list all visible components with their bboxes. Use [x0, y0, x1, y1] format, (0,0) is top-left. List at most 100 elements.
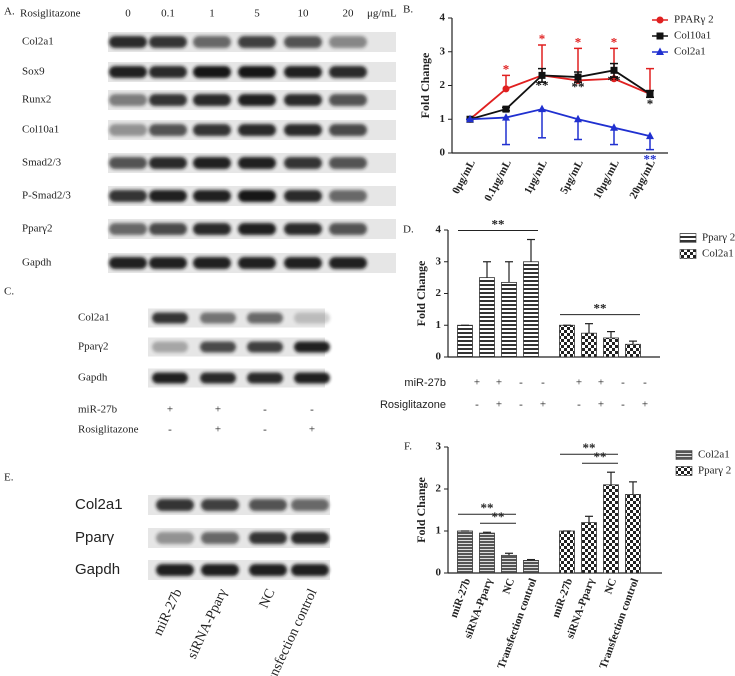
bar: [625, 343, 641, 358]
blot-row-label: Pparγ2: [22, 223, 53, 235]
y-tick-label: 2: [440, 79, 446, 91]
blot-band: [284, 223, 322, 235]
panel-label: D.: [403, 224, 414, 236]
blot-row-label: Col2a1: [75, 496, 123, 513]
marker: [502, 105, 510, 113]
condition-label: miR-27b: [404, 377, 446, 389]
y-tick-label: 1: [436, 525, 442, 537]
significance-label: **: [481, 500, 494, 515]
significance-label: **: [536, 77, 549, 92]
blot-band: [152, 372, 188, 384]
panel-label: A.: [4, 6, 15, 18]
y-tick-label: 4: [440, 12, 446, 24]
blot-band: [247, 372, 283, 384]
blot-band: [149, 257, 187, 269]
legend-label: Col2a1: [702, 248, 734, 260]
blot-band: [200, 312, 236, 324]
blot-band: [200, 372, 236, 384]
legend-swatch: [679, 249, 697, 259]
blot-band: [193, 124, 231, 136]
blot-band: [294, 312, 330, 324]
blot-band: [109, 190, 147, 202]
blot-band: [193, 94, 231, 106]
blot-band: [201, 564, 239, 576]
legend-swatch: [675, 450, 693, 460]
blot-band: [149, 157, 187, 169]
significance-label: **: [594, 301, 607, 316]
significance-label: **: [492, 509, 505, 524]
legend-label: Col10a1: [674, 30, 711, 42]
marker: [656, 16, 664, 24]
marker: [646, 90, 654, 98]
marker: [538, 71, 546, 79]
y-tick-label: 0: [436, 351, 442, 363]
blot-band: [329, 36, 367, 48]
blot-row-label: Gapdh: [75, 561, 120, 578]
bar: [523, 560, 539, 574]
blot-row-label: Pparγ2: [78, 341, 109, 353]
blot-band: [291, 532, 329, 544]
bar: [479, 277, 495, 358]
condition-sign: -: [643, 377, 647, 389]
y-tick-label: 3: [436, 441, 442, 453]
significance-label: *: [539, 31, 546, 46]
blot-row-label: Col10a1: [22, 124, 59, 136]
lane-label: NC: [257, 587, 279, 611]
marker: [466, 114, 474, 123]
dose-label: 5: [254, 8, 260, 20]
bar: [603, 337, 619, 358]
significance-label: *: [647, 96, 654, 111]
significance-label: *: [503, 61, 510, 76]
blot-band: [238, 66, 276, 78]
blot-band: [284, 36, 322, 48]
blot-band: [238, 36, 276, 48]
condition-sign: -: [621, 399, 625, 411]
condition-sign: -: [519, 399, 523, 411]
x-tick-label: miR-27b: [550, 577, 575, 620]
blot-band: [149, 94, 187, 106]
significance-label: **: [492, 217, 505, 232]
x-tick-label: NC: [500, 577, 517, 596]
x-tick-label: 5μg/mL: [558, 158, 586, 196]
y-tick-label: 0: [440, 147, 446, 159]
blot-row-label: P-Smad2/3: [22, 190, 71, 202]
bar: [581, 522, 597, 574]
blot-band: [152, 312, 188, 324]
blot-band: [109, 157, 147, 169]
condition-sign: +: [309, 424, 315, 436]
blot-band: [201, 532, 239, 544]
blot-band: [238, 257, 276, 269]
blot-band: [149, 36, 187, 48]
condition-label: Rosiglitazone: [78, 424, 139, 436]
marker: [574, 114, 582, 123]
y-tick-label: 4: [436, 224, 442, 236]
blot-band: [284, 124, 322, 136]
blot-row-label: Gapdh: [78, 372, 108, 384]
panel-label: C.: [4, 286, 14, 298]
marker: [610, 123, 618, 131]
bar: [457, 530, 473, 574]
bar: [501, 554, 517, 574]
blot-band: [200, 341, 236, 353]
bar: [603, 484, 619, 574]
bar: [559, 324, 575, 358]
y-tick-label: 2: [436, 287, 442, 299]
marker: [502, 113, 510, 121]
significance-label: *: [611, 34, 618, 49]
blot-band: [193, 257, 231, 269]
y-axis-title: Fold Change: [418, 52, 432, 118]
blot-row-label: Runx2: [22, 94, 51, 106]
significance-label: **: [608, 72, 621, 87]
bar: [625, 494, 641, 574]
blot-band: [329, 124, 367, 136]
dose-label: 10: [298, 8, 310, 20]
dose-label: 20: [343, 8, 355, 20]
marker: [646, 131, 654, 140]
bar: [559, 530, 575, 574]
blot-band: [109, 36, 147, 48]
significance-label: **: [644, 152, 657, 167]
blot-band: [193, 66, 231, 78]
blot-band: [109, 94, 147, 106]
blot-band: [329, 223, 367, 235]
condition-sign: +: [215, 424, 221, 436]
